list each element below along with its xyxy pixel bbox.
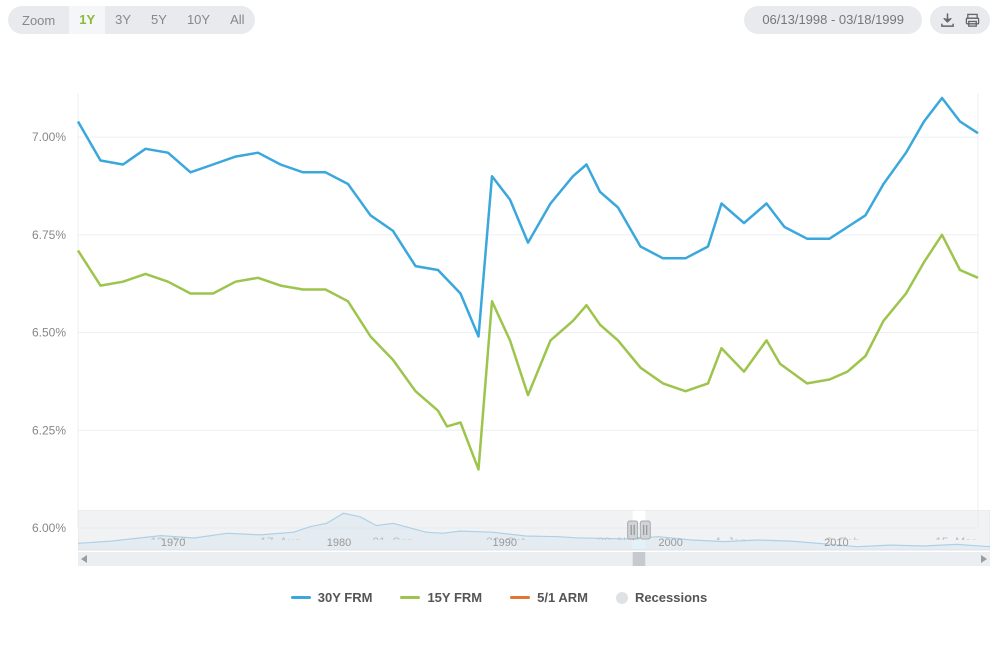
zoom-1y[interactable]: 1Y xyxy=(69,6,105,34)
svg-text:6.25%: 6.25% xyxy=(32,423,66,437)
download-icon[interactable] xyxy=(940,13,955,28)
svg-text:6.50%: 6.50% xyxy=(32,326,66,340)
navigator[interactable]: 1970 1980 1990 2000 2010 xyxy=(0,510,998,576)
svg-text:2010: 2010 xyxy=(824,537,848,549)
legend-label-15y: 15Y FRM xyxy=(427,590,482,605)
zoom-3y[interactable]: 3Y xyxy=(105,6,141,34)
legend-30y[interactable]: 30Y FRM xyxy=(291,590,373,605)
legend-label-30y: 30Y FRM xyxy=(318,590,373,605)
main-chart[interactable]: 6.00%6.25%6.50%6.75%7.00%13. Jul17. Aug2… xyxy=(0,40,998,510)
svg-text:2000: 2000 xyxy=(658,537,682,549)
svg-text:1990: 1990 xyxy=(493,537,517,549)
svg-text:1980: 1980 xyxy=(327,537,351,549)
toolbar: Zoom 1Y 3Y 5Y 10Y All 06/13/1998 - 03/18… xyxy=(0,0,998,40)
legend-label-arm: 5/1 ARM xyxy=(537,590,588,605)
legend-swatch-30y xyxy=(291,596,311,599)
legend-recessions[interactable]: Recessions xyxy=(616,590,707,605)
print-icon[interactable] xyxy=(965,13,980,28)
legend-arm[interactable]: 5/1 ARM xyxy=(510,590,588,605)
legend: 30Y FRM 15Y FRM 5/1 ARM Recessions xyxy=(0,576,998,615)
zoom-selector: Zoom 1Y 3Y 5Y 10Y All xyxy=(8,6,255,34)
svg-text:7.00%: 7.00% xyxy=(32,130,66,144)
zoom-5y[interactable]: 5Y xyxy=(141,6,177,34)
export-group xyxy=(930,6,990,34)
legend-swatch-recessions xyxy=(616,592,628,604)
zoom-10y[interactable]: 10Y xyxy=(177,6,220,34)
legend-label-recessions: Recessions xyxy=(635,590,707,605)
legend-15y[interactable]: 15Y FRM xyxy=(400,590,482,605)
legend-swatch-15y xyxy=(400,596,420,599)
svg-text:1970: 1970 xyxy=(161,537,185,549)
svg-text:6.75%: 6.75% xyxy=(32,228,66,242)
zoom-all[interactable]: All xyxy=(220,6,254,34)
legend-swatch-arm xyxy=(510,596,530,599)
zoom-label: Zoom xyxy=(8,13,69,28)
date-range-display[interactable]: 06/13/1998 - 03/18/1999 xyxy=(744,6,922,34)
